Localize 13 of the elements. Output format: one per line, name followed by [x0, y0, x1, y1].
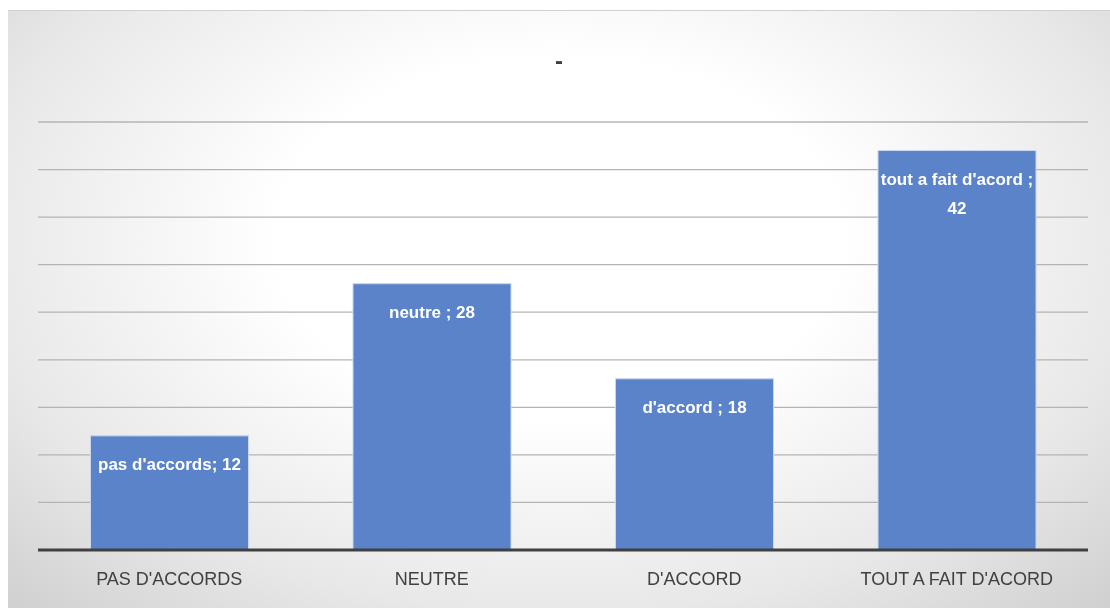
bar [352, 283, 512, 550]
data-label: neutre ; 28 [389, 302, 475, 322]
bar [615, 378, 774, 550]
chart-title: - [555, 47, 563, 74]
data-label: d'accord ; 18 [642, 397, 747, 417]
x-tick-label: TOUT A FAIT D'ACORD [860, 568, 1053, 589]
bar [90, 435, 249, 550]
data-label: pas d'accords; 12 [98, 454, 241, 474]
data-label: tout a fait d'acord ; 42 [880, 169, 1034, 218]
x-tick-label: D'ACCORD [647, 568, 742, 589]
bar [877, 150, 1037, 550]
x-tick-label: NEUTRE [394, 568, 469, 589]
x-tick-label: PAS D'ACCORDS [96, 568, 243, 589]
